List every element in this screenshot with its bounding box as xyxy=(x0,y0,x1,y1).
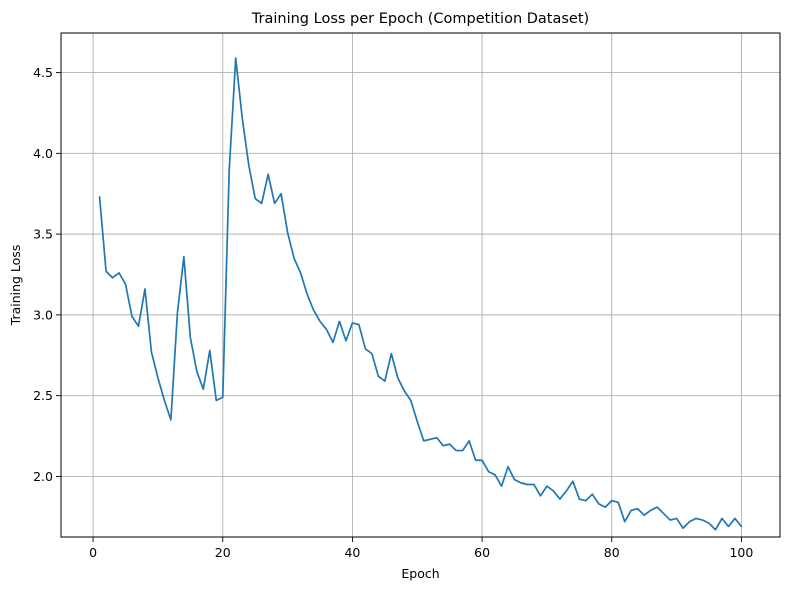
x-tick-label: 0 xyxy=(89,545,97,560)
plot-frame xyxy=(60,32,781,538)
training-loss-line xyxy=(98,57,743,531)
y-axis-label: Training Loss xyxy=(8,245,23,327)
x-tick-label: 40 xyxy=(344,545,360,560)
x-gridlines xyxy=(92,33,742,537)
y-tick-label: 4.5 xyxy=(33,65,53,80)
x-tick-label: 60 xyxy=(474,545,490,560)
x-axis-ticks: 0 20 40 60 80 100 xyxy=(89,537,753,560)
y-tick-label: 2.5 xyxy=(33,388,53,403)
y-tick-label: 4.0 xyxy=(33,146,53,161)
chart-title: Training Loss per Epoch (Competition Dat… xyxy=(251,11,589,27)
x-tick-label: 20 xyxy=(215,545,231,560)
y-tick-label: 2.0 xyxy=(33,469,53,484)
x-axis-label: Epoch xyxy=(401,566,439,581)
x-tick-label: 100 xyxy=(729,545,753,560)
y-tick-label: 3.0 xyxy=(33,307,53,322)
y-gridlines xyxy=(61,72,780,477)
x-tick-label: 80 xyxy=(604,545,620,560)
series-group xyxy=(98,57,743,531)
y-tick-label: 3.5 xyxy=(33,227,53,242)
y-axis-ticks: 2.0 2.5 3.0 3.5 4.0 4.5 xyxy=(33,65,61,484)
